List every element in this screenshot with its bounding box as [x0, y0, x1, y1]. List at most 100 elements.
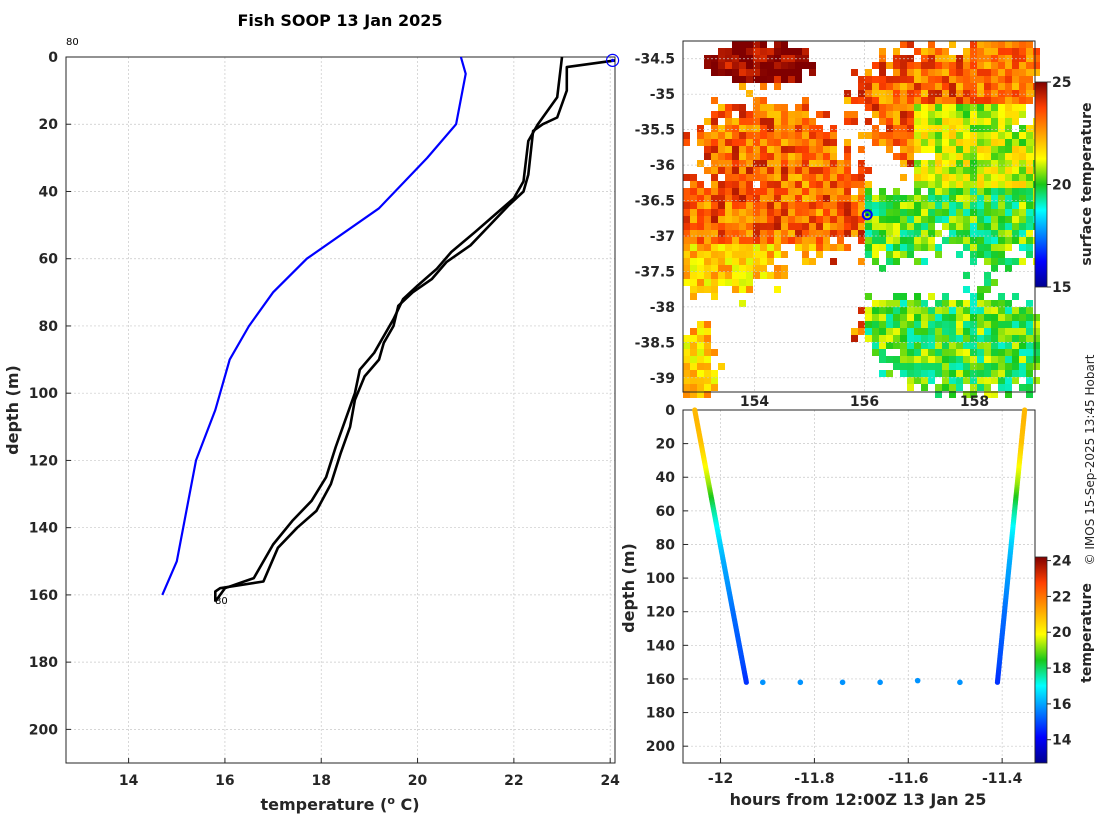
sst-cell — [718, 195, 725, 202]
sst-cell — [921, 356, 928, 363]
sst-cell — [711, 111, 718, 118]
sst-cell — [984, 209, 991, 216]
sst-cell — [795, 125, 802, 132]
sst-cell — [690, 209, 697, 216]
sst-cell — [907, 314, 914, 321]
sst-cell — [949, 209, 956, 216]
sst-cell — [809, 195, 816, 202]
sst-cell — [1019, 97, 1026, 104]
sst-cell — [739, 76, 746, 83]
sst-cell — [949, 188, 956, 195]
sst-cell — [893, 363, 900, 370]
sst-cell — [683, 384, 690, 391]
sst-cell — [1012, 167, 1019, 174]
sst-cell — [900, 335, 907, 342]
sst-cell — [1019, 342, 1026, 349]
sst-cell — [872, 111, 879, 118]
sst-cell — [830, 188, 837, 195]
sst-cell — [788, 153, 795, 160]
sst-cell — [718, 202, 725, 209]
sst-cell — [746, 244, 753, 251]
sst-cell — [977, 160, 984, 167]
depth-time-y-tick-label: 100 — [646, 571, 675, 587]
sst-cell — [970, 335, 977, 342]
sst-cell — [879, 209, 886, 216]
sst-cell — [753, 237, 760, 244]
sst-cell — [774, 167, 781, 174]
sst-cell — [760, 41, 767, 48]
sst-cell — [683, 349, 690, 356]
bottom-point — [797, 679, 804, 686]
sst-cell — [725, 160, 732, 167]
sst-cell — [977, 41, 984, 48]
sst-cell — [935, 83, 942, 90]
sst-cell — [858, 230, 865, 237]
sst-cell — [935, 48, 942, 55]
sst-cell — [1012, 118, 1019, 125]
sst-cell — [991, 377, 998, 384]
sst-cell — [774, 265, 781, 272]
sst-cell — [893, 97, 900, 104]
sst-cell — [732, 223, 739, 230]
sst-cell — [760, 153, 767, 160]
sst-cell — [914, 104, 921, 111]
sst-cell — [949, 111, 956, 118]
sst-cell — [893, 209, 900, 216]
sst-cell — [781, 153, 788, 160]
sst-cell — [732, 160, 739, 167]
sst-cell — [935, 384, 942, 391]
sst-cell — [970, 160, 977, 167]
sst-cell — [830, 223, 837, 230]
sst-cell — [781, 223, 788, 230]
sst-cell — [991, 391, 998, 398]
sst-cell — [1019, 307, 1026, 314]
sst-cell — [683, 244, 690, 251]
sst-cell — [928, 370, 935, 377]
sst-cell — [970, 384, 977, 391]
sst-cell — [739, 146, 746, 153]
sst-cell — [984, 300, 991, 307]
sst-cell — [977, 139, 984, 146]
sst-cell — [928, 62, 935, 69]
sst-cell — [746, 272, 753, 279]
sst-cell — [998, 307, 1005, 314]
sst-cell — [732, 48, 739, 55]
sst-cell — [921, 132, 928, 139]
sst-cell — [781, 139, 788, 146]
sst-cell — [704, 188, 711, 195]
sst-cell — [1012, 314, 1019, 321]
sst-cell — [914, 48, 921, 55]
profile-y-tick-label: 20 — [39, 117, 59, 133]
sst-cell — [788, 230, 795, 237]
sst-cell — [697, 342, 704, 349]
sst-cell — [753, 125, 760, 132]
sst-cell — [942, 384, 949, 391]
sst-cell — [1019, 188, 1026, 195]
sst-cell — [984, 384, 991, 391]
sst-cell — [956, 237, 963, 244]
sst-cell — [802, 181, 809, 188]
sst-cell — [956, 251, 963, 258]
sst-cell — [928, 342, 935, 349]
sst-cell — [977, 251, 984, 258]
sst-cell — [711, 125, 718, 132]
sst-cell — [711, 209, 718, 216]
sst-cell — [746, 125, 753, 132]
sst-cell — [767, 55, 774, 62]
sst-cell — [984, 104, 991, 111]
sst-cell — [921, 321, 928, 328]
sst-cell — [1019, 41, 1026, 48]
sst-cell — [914, 244, 921, 251]
sst-cell — [949, 97, 956, 104]
sst-cell — [998, 167, 1005, 174]
sst-cell — [893, 104, 900, 111]
sst-cell — [1005, 83, 1012, 90]
sst-cell — [1026, 90, 1033, 97]
sst-cell — [781, 69, 788, 76]
sst-cell — [970, 321, 977, 328]
sst-cell — [942, 111, 949, 118]
sst-cell — [921, 195, 928, 202]
sst-cell — [718, 244, 725, 251]
sst-cell — [1012, 146, 1019, 153]
sst-cell — [921, 384, 928, 391]
